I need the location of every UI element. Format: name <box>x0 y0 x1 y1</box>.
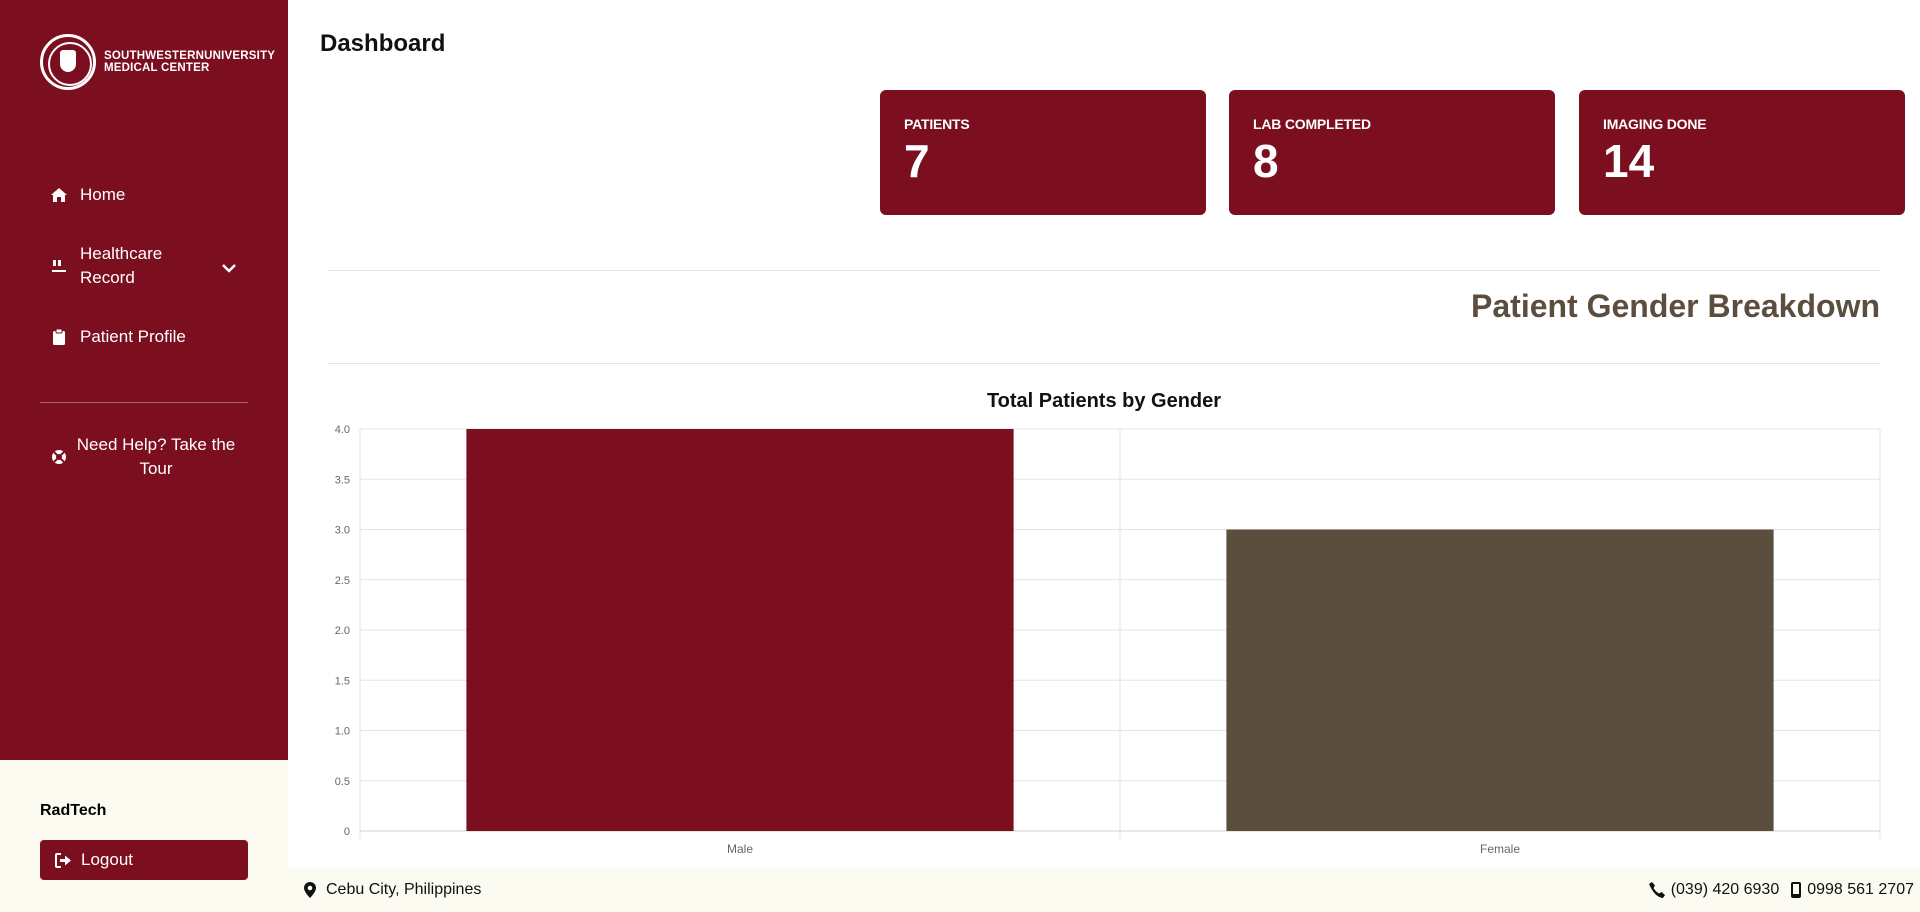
section-divider-bottom <box>328 363 1880 364</box>
sidebar: SOUTHWESTERNUNIVERSITY MEDICAL CENTER Ho… <box>0 0 288 912</box>
chart-canvas: 0 0.5 1.0 1.5 2.0 2.5 3.0 3.5 4.0 Male Female <box>335 424 1881 856</box>
bar-male <box>466 429 1014 831</box>
main-content: Dashboard PATIENTS 7 LAB COMPLETED 8 IMA… <box>288 0 1920 912</box>
gender-chart: Total Patients by Gender 0 0.5 1.0 1.5 2.0 2.… <box>288 390 1920 860</box>
user-panel: RadTech Logout <box>0 760 288 912</box>
chevron-down-icon[interactable] <box>222 256 236 280</box>
y-tick-label: 3.0 <box>335 525 350 537</box>
footer-location: Cebu City, Philippines <box>304 868 481 912</box>
logout-label: Logout <box>81 850 133 869</box>
y-tick-label: 1.0 <box>335 726 350 738</box>
university-logo <box>40 34 96 90</box>
brand-line-1: SOUTHWESTERNUNIVERSITY <box>104 50 276 62</box>
stat-label: IMAGING DONE <box>1603 116 1707 132</box>
mobile-icon <box>1791 882 1802 898</box>
footer: Cebu City, Philippines (039) 420 6930 09… <box>288 868 1920 912</box>
footer-mobile[interactable]: 0998 561 2707 <box>1807 881 1914 898</box>
stat-card-patients[interactable]: PATIENTS 7 <box>880 90 1206 215</box>
help-tour-label: Need Help? Take the Tour <box>76 435 236 478</box>
footer-contacts: (039) 420 6930 0998 561 2707 <box>1648 868 1914 912</box>
bar-female <box>1226 529 1774 831</box>
stat-label: LAB COMPLETED <box>1253 116 1371 132</box>
sidebar-divider <box>40 402 248 403</box>
y-tick-label: 1.5 <box>335 675 350 687</box>
footer-location-text: Cebu City, Philippines <box>326 881 482 898</box>
brand[interactable]: SOUTHWESTERNUNIVERSITY MEDICAL CENTER <box>40 34 275 90</box>
sidebar-item-label: Home <box>80 185 126 204</box>
home-icon <box>50 188 68 202</box>
y-tick-label: 0 <box>344 826 350 838</box>
brand-name: SOUTHWESTERNUNIVERSITY MEDICAL CENTER <box>104 50 275 74</box>
stat-card-imaging-done[interactable]: IMAGING DONE 14 <box>1579 90 1905 215</box>
x-tick-label: Female <box>1480 842 1520 856</box>
y-tick-label: 3.5 <box>335 474 350 486</box>
stat-label: PATIENTS <box>904 116 970 132</box>
y-tick-label: 4.0 <box>335 424 350 436</box>
sidebar-item-patient-profile[interactable]: Patient Profile <box>40 320 248 354</box>
stat-value: 14 <box>1603 135 1655 187</box>
sidebar-item-healthcare-record[interactable]: Healthcare Record <box>40 240 248 292</box>
phone-icon <box>1648 882 1665 898</box>
clipboard-icon <box>50 329 68 345</box>
x-tick-label: Male <box>727 842 753 856</box>
brand-line-2: MEDICAL CENTER <box>104 62 210 74</box>
stat-value: 7 <box>904 135 930 187</box>
page-title: Dashboard <box>320 30 446 57</box>
logout-icon <box>55 852 72 868</box>
help-tour-link[interactable]: Need Help? Take the Tour <box>40 432 248 482</box>
sidebar-nav-panel: SOUTHWESTERNUNIVERSITY MEDICAL CENTER Ho… <box>0 0 288 760</box>
footer-phone[interactable]: (039) 420 6930 <box>1670 881 1780 898</box>
stat-value: 8 <box>1253 135 1279 187</box>
username: RadTech <box>40 802 107 819</box>
logout-button[interactable]: Logout <box>40 840 248 880</box>
stat-card-lab-completed[interactable]: LAB COMPLETED 8 <box>1229 90 1555 215</box>
sidebar-item-label: Patient Profile <box>80 327 186 346</box>
sidebar-item-label: Healthcare Record <box>80 244 163 287</box>
section-divider-top <box>328 270 1880 271</box>
section-title: Patient Gender Breakdown <box>1471 288 1880 324</box>
healthcare-icon <box>50 259 68 273</box>
y-tick-label: 2.5 <box>335 575 350 587</box>
sidebar-item-home[interactable]: Home <box>40 178 248 212</box>
y-tick-label: 2.0 <box>335 625 350 637</box>
map-pin-icon <box>304 882 316 898</box>
chart-title: Total Patients by Gender <box>986 390 1222 412</box>
y-tick-label: 0.5 <box>335 776 350 788</box>
lifebuoy-icon <box>50 449 68 465</box>
sidebar-menu: Home Healthcare Record Patient Profile <box>40 178 248 354</box>
